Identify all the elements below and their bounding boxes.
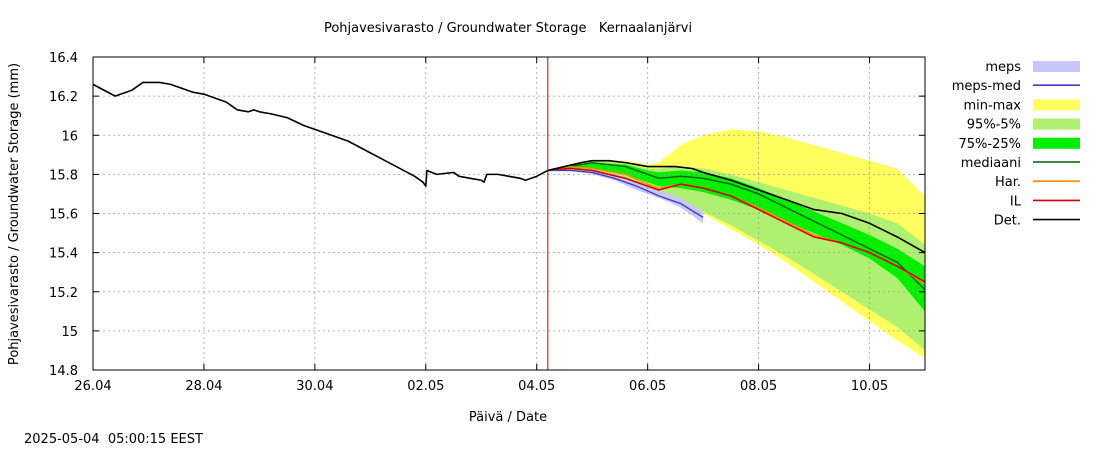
y-tick-label: 15.4 (49, 247, 78, 262)
series-meps-med-line (547, 169, 704, 219)
chart-title: Pohjavesivarasto / Groundwater Storage K… (324, 21, 692, 36)
series-det--line (92, 81, 926, 254)
legend-label-det-: Det. (994, 214, 1021, 229)
x-tick-label: 08.05 (740, 379, 777, 394)
y-axis-label: Pohjavesivarasto / Groundwater Storage (… (7, 63, 22, 365)
y-tick-label: 16.4 (49, 51, 78, 66)
x-tick-label: 04.05 (518, 379, 555, 394)
legend-swatch-75-25- (1033, 137, 1080, 149)
x-tick-label: 10.05 (851, 379, 888, 394)
legend-label-mediaani: mediaani (961, 156, 1021, 171)
bands-layer (547, 129, 925, 359)
legend: meps meps-med min-max 95%-5% 75%-25% mediaani… (952, 60, 1080, 229)
y-tick-label: 16 (61, 129, 78, 144)
legend-label-95-5-: 95%-5% (967, 118, 1021, 133)
x-axis-label: Päivä / Date (469, 410, 547, 425)
x-tick-label: 26.04 (74, 379, 111, 394)
x-tick-label: 06.05 (629, 379, 666, 394)
series-layer (92, 57, 926, 370)
legend-swatch-meps (1033, 61, 1080, 72)
axis-layer: 26.04 28.04 30.04 02.05 04.05 06.05 08.05 10.05… (49, 51, 926, 394)
x-tick-label: 02.05 (407, 379, 444, 394)
y-tick-label: 15 (61, 325, 78, 340)
y-tick-label: 14.8 (49, 364, 78, 379)
grid-layer (93, 57, 925, 370)
legend-label-meps-med: meps-med (952, 79, 1021, 94)
band-95-5- (547, 160, 925, 351)
x-tick-label: 30.04 (296, 379, 333, 394)
series-il-line (547, 167, 926, 283)
band-75-25- (547, 162, 925, 312)
legend-label-meps: meps (985, 60, 1021, 75)
y-tick-label: 15.6 (49, 208, 78, 223)
legend-swatch-95-5- (1033, 118, 1080, 130)
y-tick-label: 15.2 (49, 286, 78, 301)
timestamp: 2025-05-04 05:00:15 EEST (24, 432, 203, 447)
band-min-max (547, 129, 925, 359)
y-tick-label: 15.8 (49, 168, 78, 183)
x-tick-label: 28.04 (185, 379, 222, 394)
legend-label-il: IL (1010, 194, 1022, 209)
series-mediaani-line (547, 161, 926, 291)
legend-label-har-: Har. (995, 175, 1021, 190)
y-tick-label: 16.2 (49, 90, 78, 105)
band-meps (547, 168, 704, 224)
legend-label-min-max: min-max (963, 98, 1021, 113)
legend-swatch-min-max (1033, 99, 1080, 111)
legend-label-75-25-: 75%-25% (959, 137, 1021, 152)
